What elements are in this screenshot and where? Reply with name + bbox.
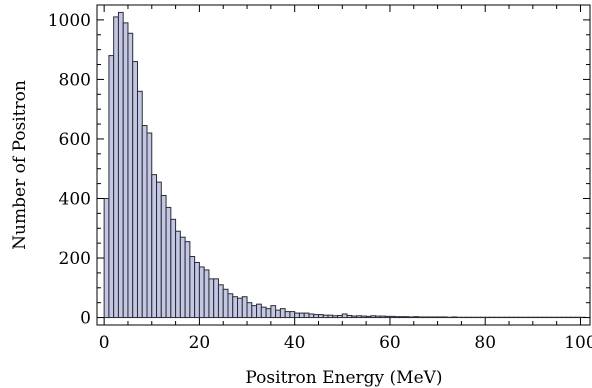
x-tick-label: 100 [564,333,592,353]
x-tick-label: 80 [474,333,496,353]
histogram-bar [136,90,143,319]
histogram-bar [251,305,258,319]
y-tick-label: 600 [59,130,91,150]
histogram-bar [384,315,391,319]
histogram-bar [184,241,191,319]
histogram-bar [408,316,415,319]
histogram-bar [322,314,329,319]
x-tick-label: 20 [189,333,211,353]
y-tick-label: 0 [80,309,91,329]
histogram-bar [246,302,253,319]
histogram-bar [294,312,300,319]
histogram-bar [132,61,138,319]
y-axis-label: Number of Positron [10,80,30,250]
plot-frame [96,4,591,326]
histogram-bar [284,311,291,319]
histogram-bar [432,316,439,319]
histogram-bar [113,16,119,319]
histogram-bar [332,315,339,319]
histogram-bar [360,315,367,319]
histogram-bar [122,22,129,319]
histogram-bar [270,305,277,319]
histogram-bar [379,315,386,319]
histogram-bar [413,316,420,319]
histogram-bar [403,316,410,319]
histogram-bar [141,125,148,319]
histogram-bar [175,230,181,319]
histogram-bar [127,32,134,319]
histogram-bar [422,316,429,319]
histogram-bar [103,197,110,319]
y-tick-label: 1000 [48,11,91,31]
histogram-bar [327,314,334,319]
x-tick-label: 60 [379,333,401,353]
x-axis-label: Positron Energy (MeV) [245,368,442,388]
histogram-bar [356,315,362,319]
histogram-bar [313,314,319,319]
histogram-bar [117,11,124,319]
x-tick-labels: 0 20 40 60 80 100 [99,333,592,353]
y-tick-label: 200 [59,249,91,269]
y-tick-labels: 0 200 400 600 800 1000 [48,11,91,329]
histogram-bar [165,206,172,319]
histogram-bar [217,284,224,319]
histogram-bar [237,297,243,319]
histogram-bar [179,236,186,319]
histogram-bar [151,174,158,319]
x-tick-label: 40 [284,333,306,353]
histogram-bar [222,288,229,319]
histogram-bar [156,181,162,319]
histogram-bar [394,316,400,319]
histogram-bar [108,55,115,319]
histogram-bar [208,278,215,319]
histogram-bar [398,316,405,319]
axis-ticks [97,5,590,325]
histogram-bar [437,316,443,319]
histogram-bar [303,312,310,319]
histogram-bar [346,314,353,319]
histogram-bar [441,316,448,319]
histogram-bar [189,256,196,319]
y-tick-label: 800 [59,70,91,90]
y-tick-label: 400 [59,189,91,209]
histogram-bar [146,132,153,319]
histogram-bar [260,306,267,319]
histogram-bar [279,308,286,319]
histogram-bar [227,293,234,319]
histogram-bar [370,315,377,319]
histogram-bar [418,316,424,319]
histogram-bar [351,315,358,319]
histogram-bar [308,313,315,319]
histogram-bar [160,195,167,319]
histogram-bar [289,311,296,319]
histogram-bar [256,303,262,319]
histogram-bar [213,278,219,319]
histogram-bar [427,316,434,319]
histogram-bar [341,313,348,319]
histogram-bar [194,261,200,319]
histogram-bar [298,312,305,319]
histogram-bar [317,314,324,319]
histogram-bar [203,269,210,319]
histogram-bar [232,296,239,319]
x-tick-label: 0 [99,333,110,353]
histogram-bar [170,218,177,319]
histogram-bar [375,315,381,319]
histogram-bar [451,316,458,319]
histogram-bar [337,314,343,319]
histogram-bar [265,308,272,319]
histogram-bar [198,266,205,319]
histogram-bar [275,309,281,319]
histogram-bar [241,296,248,319]
histogram-bar [389,315,396,319]
histogram-bars [103,11,586,319]
histogram-bar [365,315,372,319]
